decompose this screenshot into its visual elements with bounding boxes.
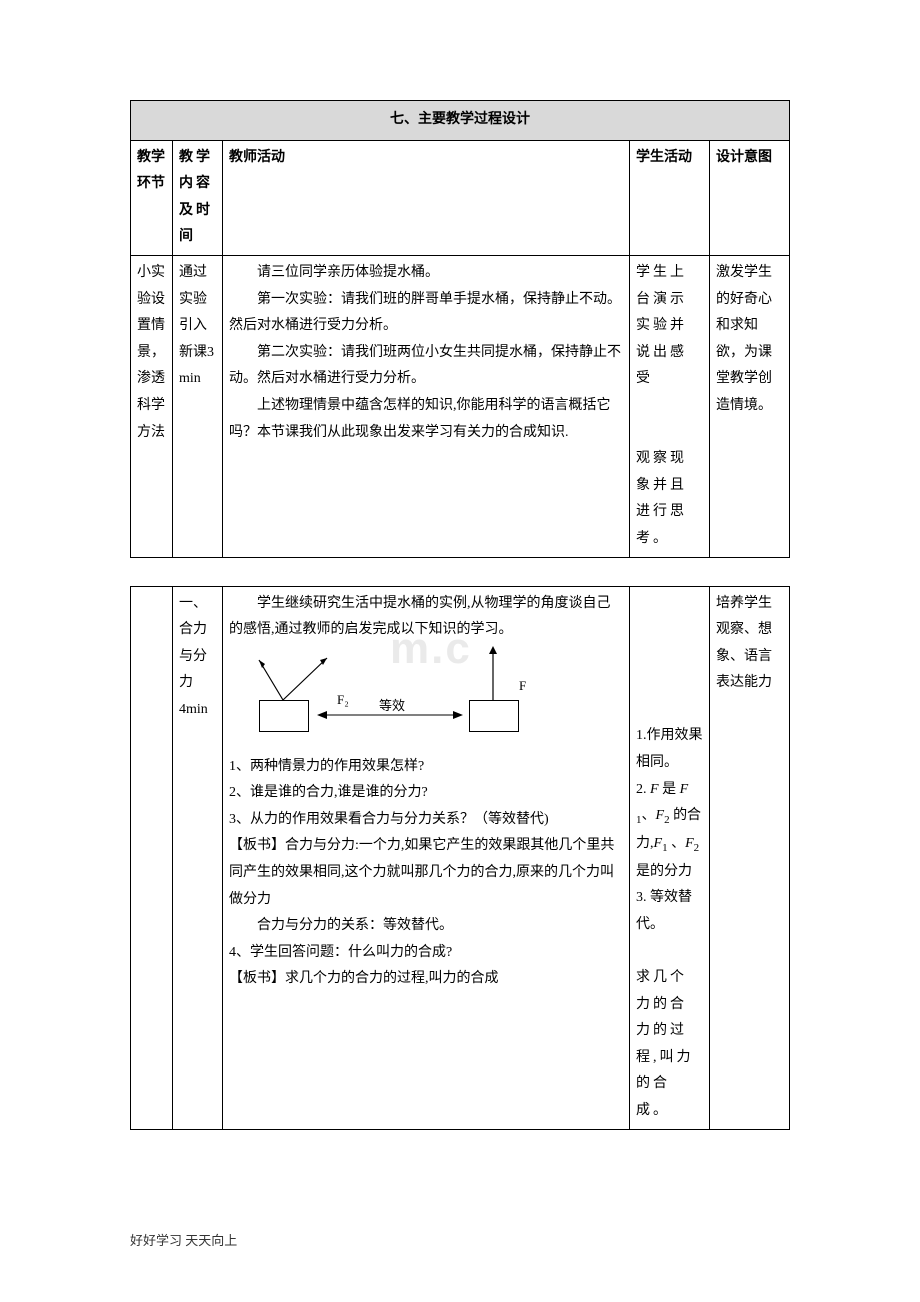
header-teacher: 教师活动	[223, 140, 630, 255]
q1: 1、两种情景力的作用效果怎样?	[229, 754, 623, 781]
student-ans-4: 求几个力的合力的过程,叫力的合成。	[636, 965, 703, 1125]
section-title-row: 七、主要教学过程设计	[131, 101, 790, 141]
student-ans-3: 3. 等效替代。	[636, 885, 703, 938]
equiv-label: 等效	[379, 694, 405, 719]
header-stage: 教学环节	[131, 140, 173, 255]
f2-label: F₂	[337, 688, 349, 713]
student-ans-1: 1.作用效果相同。	[636, 723, 703, 776]
intent-cell: 激发学生的好奇心和求知欲，为课堂教学创造情境。	[709, 255, 789, 557]
section-title: 七、主要教学过程设计	[131, 101, 790, 141]
content-time-cell: 一、合力与分力 4min	[173, 586, 223, 1129]
page-footer: 好好学习 天天向上	[0, 1230, 920, 1249]
q4: 4、学生回答问题：什么叫力的合成?	[229, 940, 623, 967]
teacher-p4: 上述物理情景中蕴含怎样的知识,你能用科学的语言概括它吗？本节课我们从此现象出发来…	[229, 393, 623, 446]
content-time-cell: 通过实验引入新课3min	[173, 255, 223, 557]
student-b: 观察现象并且进行思考。	[636, 446, 703, 552]
teacher-activity-cell: 学生继续研究生活中提水桶的实例,从物理学的角度谈自己的感悟,通过教师的启发完成以…	[223, 586, 630, 1129]
stage-cell-empty	[131, 586, 173, 1129]
intent-cell: 培养学生观察、想象、语言表达能力	[710, 586, 790, 1129]
teacher-p1: 请三位同学亲历体验提水桶。	[229, 260, 623, 287]
f-label: F	[519, 674, 526, 699]
column-header-row: 教学环节 教学内容及时间 教师活动 学生活动 设计意图	[131, 140, 790, 255]
header-student: 学生活动	[629, 140, 709, 255]
student-activity-cell: 学生上台演示实验并说出感受 观察现象并且进行思考。	[629, 255, 709, 557]
relation: 合力与分力的关系：等效替代。	[229, 913, 623, 940]
lesson-table-2: 一、合力与分力 4min 学生继续研究生活中提水桶的实例,从物理学的角度谈自己的…	[130, 586, 790, 1130]
teacher-activity-cell: 请三位同学亲历体验提水桶。 第一次实验：请我们班的胖哥单手提水桶，保持静止不动。…	[223, 255, 630, 557]
header-content-time: 教学内容及时间	[173, 140, 223, 255]
lesson-table-1: 七、主要教学过程设计 教学环节 教学内容及时间 教师活动 学生活动 设计意图 小…	[130, 100, 790, 558]
teacher-p2: 第一次实验：请我们班的胖哥单手提水桶，保持静止不动。然后对水桶进行受力分析。	[229, 287, 623, 340]
teacher-p3: 第二次实验：请我们班两位小女生共同提水桶，保持静止不动。然后对水桶进行受力分析。	[229, 340, 623, 393]
student-a: 学生上台演示实验并说出感受	[636, 260, 703, 393]
teacher-intro: 学生继续研究生活中提水桶的实例,从物理学的角度谈自己的感悟,通过教师的启发完成以…	[229, 591, 623, 644]
bb1: 【板书】合力与分力:一个力,如果它产生的效果跟其他几个里共同产生的效果相同,这个…	[229, 833, 623, 913]
q3: 3、从力的作用效果看合力与分力关系？（等效替代)	[229, 807, 623, 834]
f-arrow-icon	[487, 644, 507, 706]
q2: 2、谁是谁的合力,谁是谁的分力?	[229, 780, 623, 807]
stage-cell: 小实验设置情景，渗透科学方法	[131, 255, 173, 557]
force-diagram: F₂ 等效 F	[229, 650, 623, 740]
bb2: 【板书】求几个力的合力的过程,叫力的合成	[229, 966, 623, 993]
student-activity-cell: 1.作用效果相同。 2. F 是 F1、F2 的合力,F1 、F2 是的分力 3…	[630, 586, 710, 1129]
student-ans-2: 2. F 是 F1、F2 的合力,F1 、F2 是的分力	[636, 777, 703, 886]
header-intent: 设计意图	[709, 140, 789, 255]
table-row: 小实验设置情景，渗透科学方法 通过实验引入新课3min 请三位同学亲历体验提水桶…	[131, 255, 790, 557]
table-row: 一、合力与分力 4min 学生继续研究生活中提水桶的实例,从物理学的角度谈自己的…	[131, 586, 790, 1129]
